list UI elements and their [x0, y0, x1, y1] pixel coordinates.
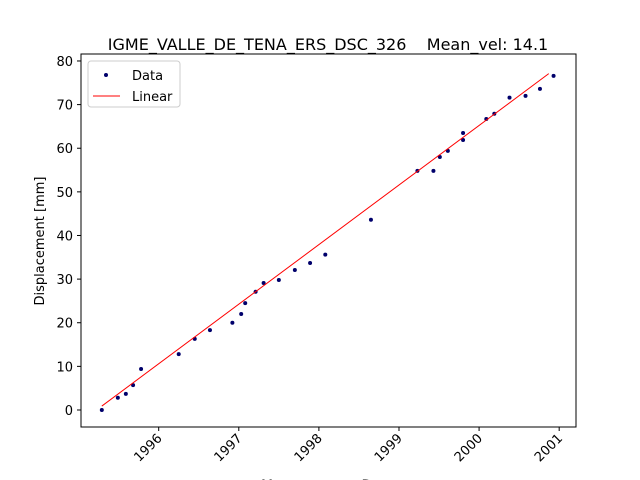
y-tick-label: 20 — [56, 317, 73, 332]
data-point — [523, 93, 528, 98]
y-tick-label: 60 — [56, 142, 73, 157]
data-point — [176, 352, 181, 357]
y-tick-label: 40 — [56, 229, 73, 244]
y-tick-label: 50 — [56, 186, 73, 201]
legend-marker — [104, 73, 108, 77]
chart-title: IGME_VALLE_DE_TENA_ERS_DSC_326 Mean_vel:… — [108, 35, 548, 55]
data-point — [368, 217, 373, 222]
data-point — [292, 267, 297, 272]
y-axis-label: Displacement [mm] — [33, 177, 48, 306]
data-point — [484, 117, 489, 122]
data-point — [207, 328, 212, 333]
data-point — [308, 260, 313, 265]
legend-label: Linear — [132, 90, 173, 105]
data-point — [239, 312, 244, 317]
data-point — [139, 366, 144, 371]
plot-frame — [80, 53, 577, 428]
data-point — [431, 168, 436, 173]
data-point — [551, 73, 556, 78]
data-point — [99, 407, 104, 412]
data-point — [507, 95, 512, 100]
fit-line — [101, 73, 550, 407]
data-point — [243, 301, 248, 306]
y-tick-label: 80 — [56, 55, 73, 70]
data-point — [261, 281, 266, 286]
y-tick-label: 30 — [56, 273, 73, 288]
legend-label: Data — [132, 69, 163, 84]
data-point — [461, 130, 466, 135]
x-axis-label: Measurement Date — [261, 478, 395, 480]
data-point — [323, 252, 328, 257]
data-point — [276, 277, 281, 282]
data-point — [123, 391, 128, 396]
y-tick-label: 0 — [65, 404, 73, 419]
data-point — [461, 137, 466, 142]
data-point — [230, 320, 235, 325]
y-tick-label: 70 — [56, 99, 73, 114]
y-tick-label: 10 — [56, 360, 73, 375]
data-point — [537, 86, 542, 91]
data-point — [115, 395, 120, 400]
